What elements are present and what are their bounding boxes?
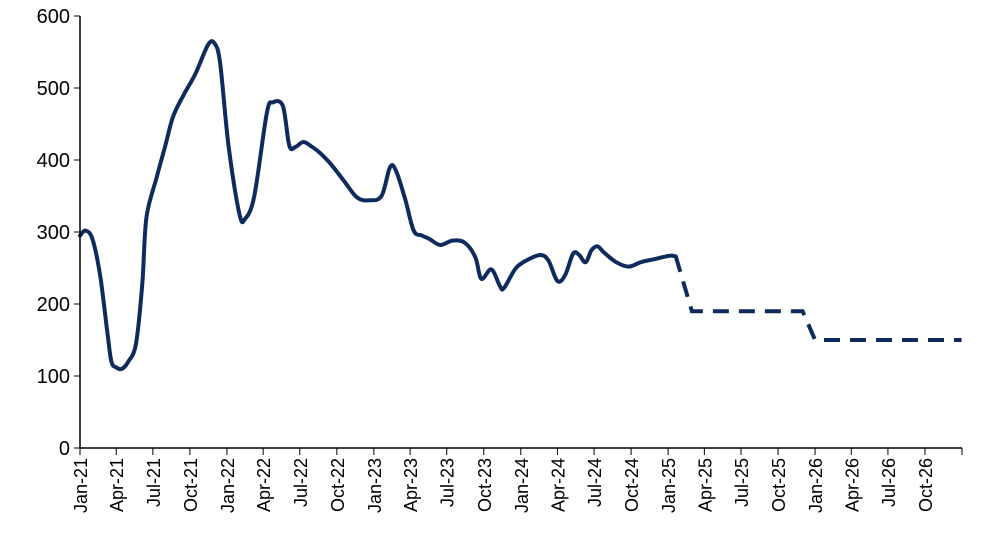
- series-line-solid: [78, 39, 678, 372]
- x-tick-label: Jan-26: [806, 458, 826, 513]
- x-tick-label: Jan-21: [71, 458, 91, 513]
- x-tick-label: Oct-26: [916, 458, 936, 512]
- y-tick-label: 300: [37, 222, 70, 244]
- x-tick-label: Oct-25: [769, 458, 789, 512]
- x-tick-label: Apr-26: [842, 458, 862, 512]
- x-axis: Jan-21 Apr-21 Jul-21 Oct-21 Jan-22 Apr-22 Jul-…: [71, 448, 963, 513]
- y-axis: 0 100 200 300 400 500 600: [37, 6, 80, 460]
- x-tick-label: Oct-22: [328, 458, 348, 512]
- x-tick-label: Oct-21: [181, 458, 201, 512]
- y-tick-label: 200: [37, 294, 70, 316]
- x-tick-label: Apr-25: [695, 458, 715, 512]
- y-tick-label: 100: [37, 366, 70, 388]
- x-tick-label: Jan-25: [659, 458, 679, 513]
- x-tick-label: Jul-23: [438, 458, 458, 507]
- x-tick-label: Jul-22: [291, 458, 311, 507]
- x-tick-label: Apr-21: [107, 458, 127, 512]
- x-tick-label: Apr-23: [401, 458, 421, 512]
- x-tick-label: Jul-21: [144, 458, 164, 507]
- x-tick-label: Apr-22: [254, 458, 274, 512]
- y-tick-label: 500: [37, 78, 70, 100]
- x-tick-label: Jul-26: [879, 458, 899, 507]
- x-tick-label: Apr-24: [548, 458, 568, 512]
- x-tick-label: Jan-23: [365, 458, 385, 513]
- y-tick-label: 400: [37, 150, 70, 172]
- x-tick-label: Oct-24: [622, 458, 642, 512]
- series-line-dashed: [673, 255, 962, 342]
- plot-area: [78, 39, 962, 372]
- y-tick-label: 600: [37, 6, 70, 28]
- x-tick-label: Jul-24: [585, 458, 605, 507]
- y-tick-label: 0: [59, 438, 70, 460]
- x-tick-label: Jan-24: [512, 458, 532, 513]
- x-tick-label: Jan-22: [218, 458, 238, 513]
- x-tick-label: Jul-25: [732, 458, 752, 507]
- x-tick-label: Oct-23: [475, 458, 495, 512]
